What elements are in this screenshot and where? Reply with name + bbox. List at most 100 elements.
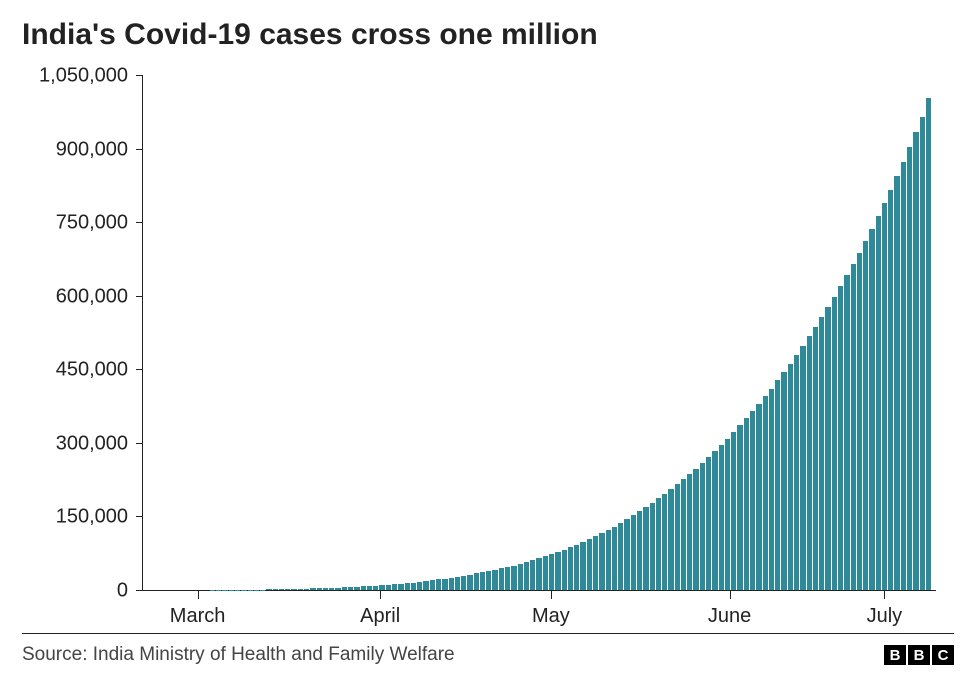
y-tick-label: 0	[117, 580, 128, 603]
bar	[279, 589, 284, 590]
bar	[750, 411, 755, 590]
bar	[562, 550, 567, 590]
bar	[392, 584, 397, 590]
bar	[499, 568, 504, 590]
bar	[687, 474, 692, 590]
bar	[543, 556, 548, 590]
bar	[291, 589, 296, 590]
bar	[863, 241, 868, 590]
bar	[536, 558, 541, 590]
bar	[624, 519, 629, 590]
bar	[461, 576, 466, 590]
y-axis: 0150,000300,000450,000600,000750,000900,…	[22, 76, 142, 591]
bar	[888, 190, 893, 590]
bar	[662, 494, 667, 590]
plot-area	[142, 76, 936, 591]
bar	[693, 469, 698, 590]
bar	[756, 404, 761, 590]
bar	[800, 346, 805, 590]
x-tick-mark	[884, 591, 885, 599]
bar	[913, 132, 918, 590]
bar	[492, 570, 497, 590]
bar	[524, 562, 529, 590]
x-axis: MarchAprilMayJuneJuly	[142, 591, 936, 633]
bar	[511, 566, 516, 590]
bar	[926, 98, 931, 590]
bar	[593, 536, 598, 590]
bar	[656, 498, 661, 590]
x-tick-label: March	[170, 605, 226, 628]
x-tick-label: April	[360, 605, 400, 628]
bar	[555, 552, 560, 590]
bar	[869, 229, 874, 590]
bar	[838, 286, 843, 590]
bbc-logo: BBC	[884, 645, 954, 665]
bar	[273, 589, 278, 590]
bar	[781, 372, 786, 590]
bar	[285, 589, 290, 590]
bar	[518, 564, 523, 590]
x-tick-label: June	[708, 605, 751, 628]
bar	[719, 445, 724, 590]
bar	[266, 589, 271, 590]
bar	[442, 579, 447, 590]
bbc-logo-letter: B	[884, 645, 906, 665]
bar	[430, 580, 435, 590]
bar	[449, 578, 454, 590]
bar	[405, 583, 410, 590]
bar	[618, 523, 623, 590]
bar	[342, 587, 347, 590]
bar	[637, 511, 642, 590]
bar	[574, 545, 579, 590]
bar	[398, 584, 403, 590]
bbc-logo-letter: B	[908, 645, 930, 665]
chart-area: 0150,000300,000450,000600,000750,000900,…	[22, 70, 954, 633]
bar	[763, 396, 768, 590]
bar	[894, 176, 899, 590]
x-tick-mark	[551, 591, 552, 599]
bar	[901, 162, 906, 590]
bar	[857, 253, 862, 590]
bar	[417, 582, 422, 590]
bar	[348, 587, 353, 590]
bar	[744, 418, 749, 590]
bar	[876, 216, 881, 590]
bar	[851, 264, 856, 590]
bar	[568, 547, 573, 590]
bar	[310, 588, 315, 590]
bars	[143, 76, 936, 590]
bar	[737, 425, 742, 590]
y-tick-label: 300,000	[56, 432, 128, 455]
bar	[386, 585, 391, 590]
bar	[304, 589, 309, 590]
bar	[298, 589, 303, 590]
bar	[775, 380, 780, 590]
bar	[323, 588, 328, 590]
bar	[505, 567, 510, 590]
bar	[907, 147, 912, 590]
bar	[587, 539, 592, 590]
bar	[844, 275, 849, 590]
bar	[317, 588, 322, 590]
bar	[675, 484, 680, 590]
bar	[599, 533, 604, 590]
x-tick-label: May	[532, 605, 570, 628]
bar	[467, 575, 472, 590]
bar	[367, 586, 372, 590]
bar	[769, 389, 774, 590]
bar	[819, 317, 824, 590]
bar	[580, 542, 585, 590]
chart-title: India's Covid-19 cases cross one million	[22, 18, 954, 52]
bbc-logo-letter: C	[932, 645, 954, 665]
source-text: Source: India Ministry of Health and Fam…	[22, 644, 455, 666]
bar	[725, 439, 730, 590]
bar	[329, 588, 334, 590]
x-tick-mark	[380, 591, 381, 599]
bar	[731, 432, 736, 590]
bar	[700, 463, 705, 590]
bar	[474, 573, 479, 590]
bar	[354, 587, 359, 590]
bar	[379, 585, 384, 590]
bar	[549, 554, 554, 590]
y-tick-label: 600,000	[56, 285, 128, 308]
